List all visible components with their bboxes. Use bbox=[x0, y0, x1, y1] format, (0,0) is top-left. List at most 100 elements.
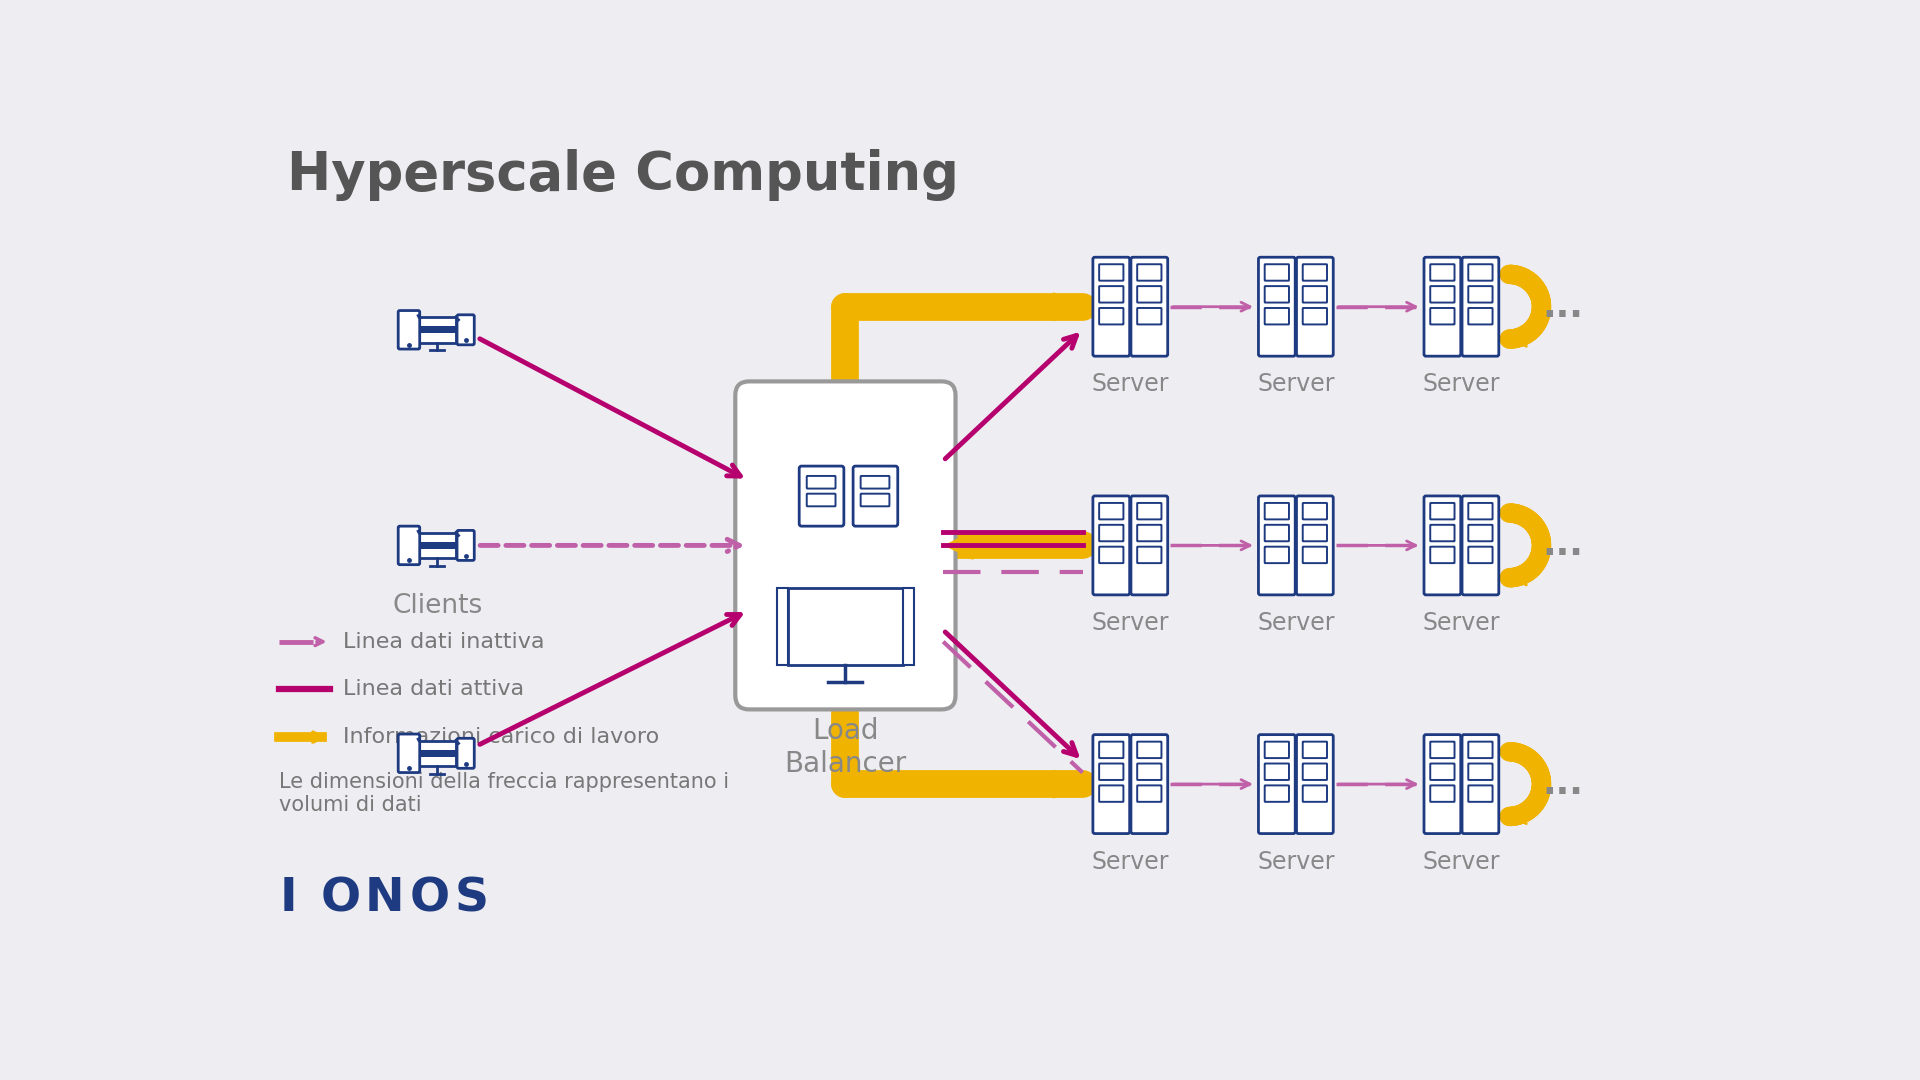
FancyBboxPatch shape bbox=[1137, 503, 1162, 519]
FancyBboxPatch shape bbox=[1296, 496, 1332, 595]
FancyBboxPatch shape bbox=[1265, 546, 1288, 563]
FancyBboxPatch shape bbox=[1304, 308, 1327, 324]
FancyBboxPatch shape bbox=[1461, 257, 1500, 356]
Text: ...: ... bbox=[1542, 289, 1584, 324]
FancyBboxPatch shape bbox=[419, 532, 455, 558]
FancyBboxPatch shape bbox=[1265, 286, 1288, 302]
FancyBboxPatch shape bbox=[1430, 785, 1455, 801]
FancyBboxPatch shape bbox=[1430, 546, 1455, 563]
FancyBboxPatch shape bbox=[1258, 496, 1296, 595]
FancyBboxPatch shape bbox=[1425, 257, 1461, 356]
FancyBboxPatch shape bbox=[1430, 286, 1455, 302]
FancyBboxPatch shape bbox=[1304, 764, 1327, 780]
Text: Server: Server bbox=[1423, 850, 1500, 874]
FancyBboxPatch shape bbox=[1469, 286, 1492, 302]
FancyBboxPatch shape bbox=[1098, 546, 1123, 563]
Text: I: I bbox=[280, 876, 298, 921]
FancyBboxPatch shape bbox=[1296, 257, 1332, 356]
FancyBboxPatch shape bbox=[1137, 546, 1162, 563]
Text: Linea dati inattiva: Linea dati inattiva bbox=[342, 632, 543, 651]
FancyBboxPatch shape bbox=[1469, 308, 1492, 324]
FancyBboxPatch shape bbox=[1304, 785, 1327, 801]
FancyBboxPatch shape bbox=[1092, 734, 1129, 834]
FancyBboxPatch shape bbox=[1469, 525, 1492, 541]
FancyBboxPatch shape bbox=[1304, 286, 1327, 302]
FancyBboxPatch shape bbox=[1265, 265, 1288, 281]
Text: ...: ... bbox=[1542, 528, 1584, 563]
FancyBboxPatch shape bbox=[1098, 265, 1123, 281]
Text: O: O bbox=[321, 876, 361, 921]
Text: N: N bbox=[365, 876, 405, 921]
FancyBboxPatch shape bbox=[1258, 734, 1296, 834]
FancyBboxPatch shape bbox=[1098, 286, 1123, 302]
FancyBboxPatch shape bbox=[397, 734, 420, 772]
FancyBboxPatch shape bbox=[1304, 503, 1327, 519]
FancyBboxPatch shape bbox=[1137, 525, 1162, 541]
FancyBboxPatch shape bbox=[1296, 734, 1332, 834]
Text: Server: Server bbox=[1258, 611, 1334, 635]
Text: Server: Server bbox=[1092, 611, 1169, 635]
FancyBboxPatch shape bbox=[1137, 286, 1162, 302]
FancyBboxPatch shape bbox=[1304, 546, 1327, 563]
FancyBboxPatch shape bbox=[1265, 308, 1288, 324]
Text: Le dimensioni della freccia rappresentano i
volumi di dati: Le dimensioni della freccia rappresentan… bbox=[280, 772, 730, 815]
FancyBboxPatch shape bbox=[1265, 503, 1288, 519]
FancyBboxPatch shape bbox=[1425, 496, 1461, 595]
FancyBboxPatch shape bbox=[397, 526, 420, 565]
Text: Load
Balancer: Load Balancer bbox=[783, 717, 906, 778]
Text: Server: Server bbox=[1423, 373, 1500, 396]
FancyBboxPatch shape bbox=[1098, 742, 1123, 758]
Text: Server: Server bbox=[1423, 611, 1500, 635]
FancyBboxPatch shape bbox=[1430, 265, 1455, 281]
FancyBboxPatch shape bbox=[1098, 525, 1123, 541]
FancyBboxPatch shape bbox=[1304, 265, 1327, 281]
FancyBboxPatch shape bbox=[1092, 496, 1129, 595]
Text: Server: Server bbox=[1258, 850, 1334, 874]
FancyBboxPatch shape bbox=[735, 381, 956, 710]
FancyBboxPatch shape bbox=[1265, 525, 1288, 541]
FancyBboxPatch shape bbox=[419, 542, 455, 549]
FancyBboxPatch shape bbox=[778, 588, 787, 665]
FancyBboxPatch shape bbox=[1469, 503, 1492, 519]
Text: Clients: Clients bbox=[392, 593, 482, 619]
FancyBboxPatch shape bbox=[787, 588, 902, 665]
FancyBboxPatch shape bbox=[806, 494, 835, 507]
FancyBboxPatch shape bbox=[457, 530, 474, 561]
FancyBboxPatch shape bbox=[1469, 265, 1492, 281]
FancyBboxPatch shape bbox=[1469, 785, 1492, 801]
FancyBboxPatch shape bbox=[1137, 742, 1162, 758]
FancyBboxPatch shape bbox=[1265, 764, 1288, 780]
FancyBboxPatch shape bbox=[1092, 257, 1129, 356]
Text: Linea dati attiva: Linea dati attiva bbox=[342, 679, 524, 700]
FancyBboxPatch shape bbox=[1265, 785, 1288, 801]
FancyBboxPatch shape bbox=[1461, 734, 1500, 834]
Text: Server: Server bbox=[1092, 373, 1169, 396]
Text: Hyperscale Computing: Hyperscale Computing bbox=[288, 149, 958, 201]
Text: Server: Server bbox=[1258, 373, 1334, 396]
FancyBboxPatch shape bbox=[1469, 546, 1492, 563]
FancyBboxPatch shape bbox=[1461, 496, 1500, 595]
FancyBboxPatch shape bbox=[1137, 764, 1162, 780]
FancyBboxPatch shape bbox=[1131, 257, 1167, 356]
FancyBboxPatch shape bbox=[1425, 734, 1461, 834]
FancyBboxPatch shape bbox=[397, 311, 420, 349]
FancyBboxPatch shape bbox=[1304, 742, 1327, 758]
FancyBboxPatch shape bbox=[1137, 308, 1162, 324]
FancyBboxPatch shape bbox=[419, 750, 455, 757]
FancyBboxPatch shape bbox=[1469, 742, 1492, 758]
FancyBboxPatch shape bbox=[1131, 496, 1167, 595]
FancyBboxPatch shape bbox=[1098, 764, 1123, 780]
FancyBboxPatch shape bbox=[457, 739, 474, 768]
FancyBboxPatch shape bbox=[1098, 503, 1123, 519]
FancyBboxPatch shape bbox=[902, 588, 914, 665]
FancyBboxPatch shape bbox=[419, 741, 455, 766]
FancyBboxPatch shape bbox=[1469, 764, 1492, 780]
FancyBboxPatch shape bbox=[1258, 257, 1296, 356]
FancyBboxPatch shape bbox=[1098, 308, 1123, 324]
FancyBboxPatch shape bbox=[1304, 525, 1327, 541]
FancyBboxPatch shape bbox=[419, 326, 455, 334]
FancyBboxPatch shape bbox=[1131, 734, 1167, 834]
FancyBboxPatch shape bbox=[1137, 785, 1162, 801]
FancyBboxPatch shape bbox=[860, 476, 889, 488]
Text: ...: ... bbox=[1542, 767, 1584, 801]
